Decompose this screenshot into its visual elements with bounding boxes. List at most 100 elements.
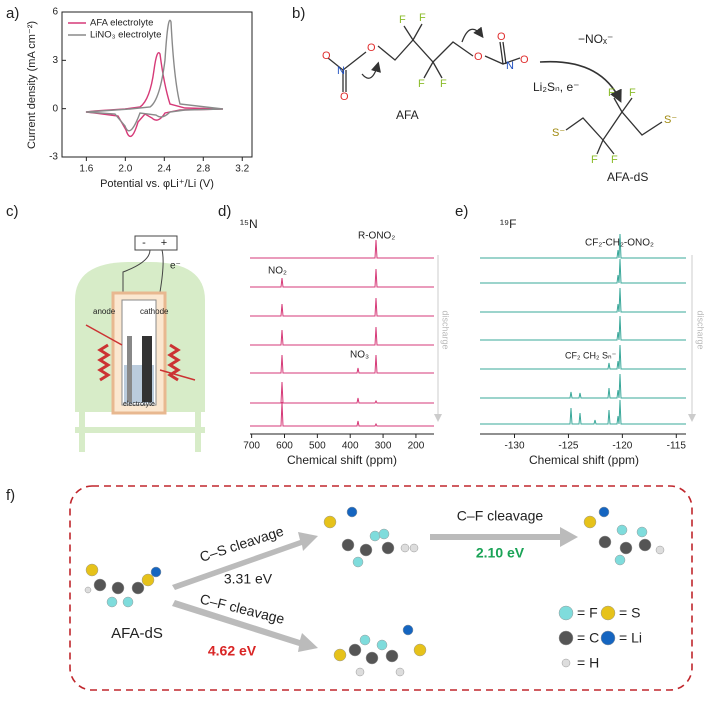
panel-label: a) [6, 5, 19, 22]
spectrum [480, 344, 686, 370]
panel-label: b) [292, 5, 305, 22]
energy-label: 2.10 eV [476, 545, 525, 561]
nmr-spectra [250, 239, 434, 427]
y-tick-label: 3 [52, 55, 58, 66]
scheme-frame [69, 485, 693, 691]
x-tick-label: 700 [243, 441, 260, 452]
panel-label: c) [6, 203, 19, 220]
spectrum [250, 297, 434, 317]
peak-label: R-ONO₂ [358, 231, 395, 242]
x-tick-label: -120 [612, 441, 632, 452]
spectrum [250, 401, 434, 427]
cv-curve [85, 52, 224, 138]
energy-label: 4.62 eV [208, 643, 257, 659]
molecule-label: AFA-dS [607, 170, 648, 184]
terminal: - [142, 237, 146, 249]
y-tick-label: 6 [52, 7, 58, 18]
reaction-label: Li₂Sₙ, e⁻ [533, 80, 579, 94]
x-axis-label: Chemical shift (ppm) [529, 453, 639, 467]
y-tick-label: -3 [49, 152, 58, 163]
x-tick-label: 400 [342, 441, 359, 452]
molecule-label: AFA-dS [111, 625, 163, 642]
spectrum [250, 354, 434, 374]
electrode-label: cathode [140, 307, 169, 316]
plot-frame [61, 11, 253, 158]
electrolyte-label: electrolyte [123, 401, 155, 408]
spectrum [480, 373, 686, 399]
electrode-label: anode [93, 307, 116, 316]
x-tick-label: 2.0 [118, 164, 132, 175]
x-tick-label: 2.4 [157, 164, 171, 175]
peak-label: NO₂ [268, 266, 287, 277]
legend-label: LiNO₃ electrolyte [90, 30, 161, 41]
x-tick-label: 200 [408, 441, 425, 452]
x-axis-label: Chemical shift (ppm) [287, 453, 397, 467]
atom-label: O [340, 91, 349, 103]
panel-label: f) [6, 487, 15, 504]
atom-label: N [506, 60, 514, 72]
legend-label: = Li [619, 630, 642, 646]
legend-label: = F [577, 605, 598, 621]
atom-label: F [608, 87, 615, 99]
terminal: + [161, 237, 167, 249]
atom-label: O [497, 31, 506, 43]
x-tick-label: 500 [309, 441, 326, 452]
legend-label: AFA electrolyte [90, 18, 153, 29]
atom-label: O [474, 51, 483, 63]
peak-label: CF₂ CH₂ Sₙ⁻ [565, 350, 617, 360]
atom-label: N [337, 65, 345, 77]
spectrum [480, 287, 686, 313]
atom-label: F [418, 78, 425, 90]
reaction-label: −NOₓ⁻ [578, 32, 613, 46]
arrow-label: discharge [441, 310, 451, 349]
legend-label: = H [577, 655, 599, 671]
y-axis-label: Current density (mA cm⁻²) [26, 21, 38, 149]
path-label: C–S cleavage [198, 523, 286, 565]
spectrum [250, 268, 434, 288]
x-tick-label: -125 [558, 441, 578, 452]
y-tick-label: 0 [52, 103, 58, 114]
x-tick-label: 3.2 [235, 164, 249, 175]
legend-label: = S [619, 605, 640, 621]
spectrum [250, 326, 434, 346]
x-tick-label: -130 [505, 441, 525, 452]
afa-structure [327, 23, 663, 155]
spectrum [480, 258, 686, 284]
spectrum [250, 381, 434, 404]
path-label: C–F cleavage [457, 508, 544, 524]
atom-label: F [399, 14, 406, 26]
spectrum [480, 233, 686, 259]
electron-label: e⁻ [170, 261, 181, 272]
legend-label: = C [577, 630, 599, 646]
cv-curve [85, 19, 224, 132]
cell-schematic [75, 235, 205, 452]
atom-label: F [611, 154, 618, 166]
panel-label: e) [455, 203, 468, 220]
atom-label: F [419, 12, 426, 24]
peak-label: CF₂-CH₂-ONO₂ [585, 238, 654, 249]
spectrum [480, 399, 686, 425]
atom-label: S⁻ [552, 127, 565, 139]
x-tick-label: 1.6 [79, 164, 93, 175]
nucleus-label: ¹⁹F [500, 217, 516, 231]
arrows [172, 527, 578, 652]
molecule-label: AFA [396, 108, 419, 122]
atom-label: F [591, 154, 598, 166]
spectrum [480, 315, 686, 341]
x-tick-label: 2.8 [196, 164, 210, 175]
atom-label: O [322, 50, 331, 62]
atom-label: O [520, 54, 529, 66]
x-tick-label: 600 [276, 441, 293, 452]
atom-label: F [629, 87, 636, 99]
atom-label: S⁻ [664, 114, 677, 126]
x-axis-label: Potential vs. φLi⁺/Li (V) [100, 178, 214, 190]
atom-label: O [367, 42, 376, 54]
x-tick-label: 300 [375, 441, 392, 452]
panel-label: d) [218, 203, 231, 220]
arrow-label: discharge [696, 310, 706, 349]
path-label: C–F cleavage [198, 591, 286, 627]
x-tick-label: -115 [667, 441, 687, 452]
atom-label: F [440, 78, 447, 90]
peak-label: NO₃ [350, 350, 369, 361]
